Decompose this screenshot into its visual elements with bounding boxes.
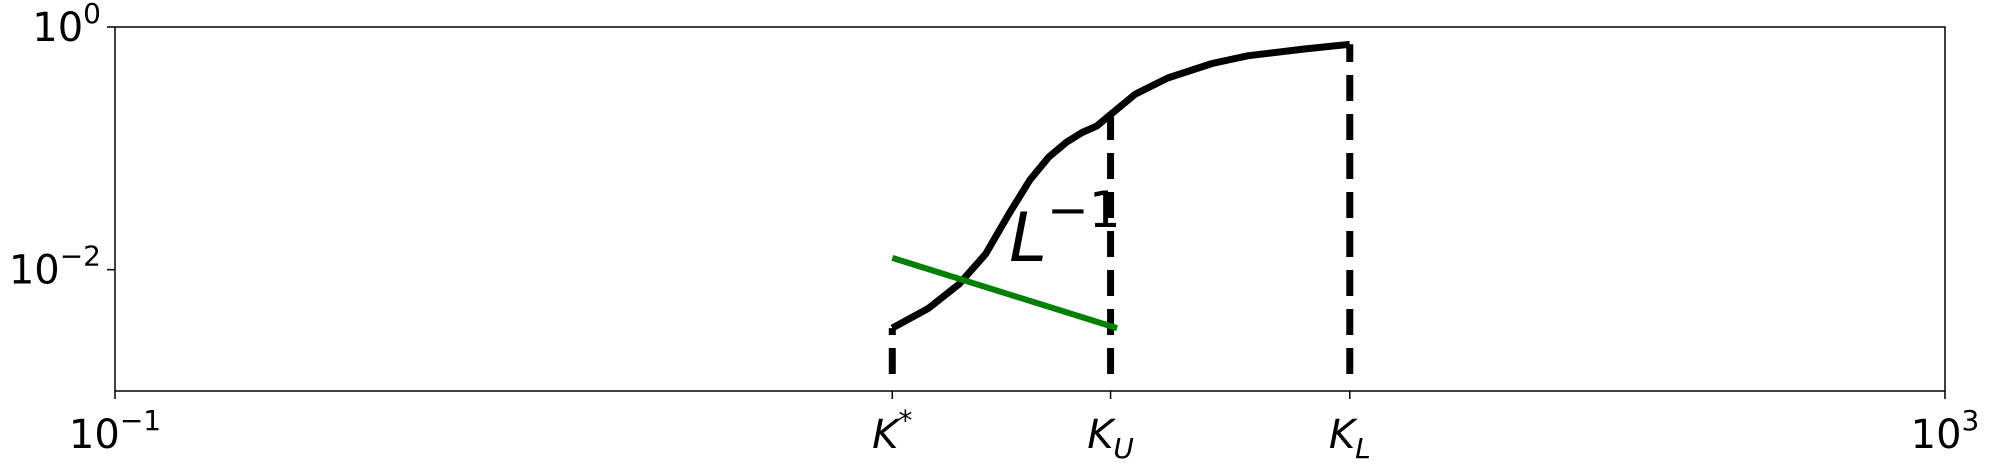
series-line-1 — [891, 255, 1118, 331]
lines-layer — [888, 40, 1354, 374]
x-tick-label-0: 10−1 — [69, 404, 161, 458]
y-tick-label-0: 10−2 — [9, 240, 101, 294]
x-named-tick-label-2: KL — [1329, 412, 1371, 465]
labels-layer: 10−2 100 10−1 103 K* KU KL L−1 — [9, 0, 1980, 465]
annotation-0: L−1 — [1009, 181, 1121, 278]
x-named-tick-label-0: K* — [872, 404, 912, 458]
series-line-0 — [890, 40, 1351, 332]
x-named-tick-label-1: KU — [1087, 412, 1134, 465]
ticks-layer — [107, 26, 1946, 399]
plot-frame — [114, 26, 1946, 392]
x-tick-label-1: 103 — [1911, 404, 1980, 458]
y-tick-label-1: 100 — [32, 0, 101, 51]
